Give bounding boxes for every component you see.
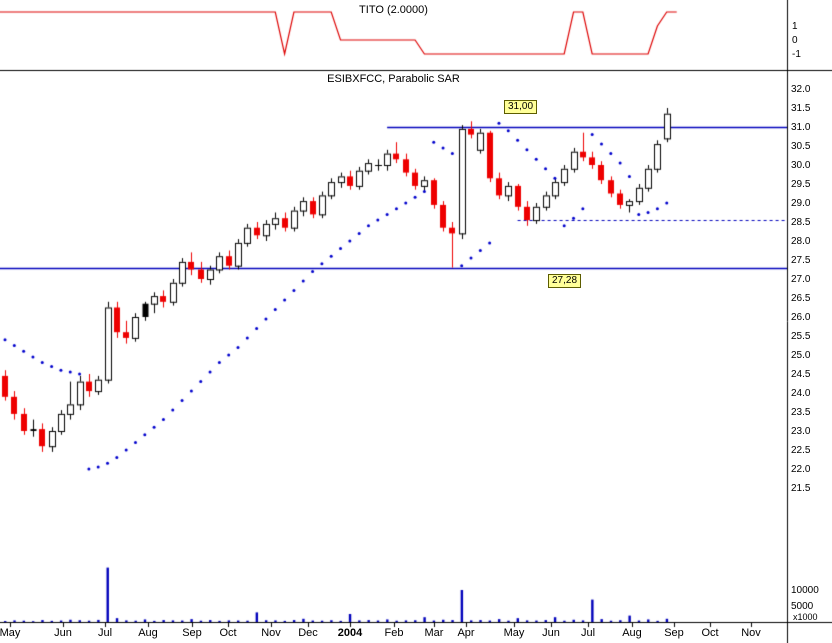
tito-tick-label: 0	[792, 35, 798, 46]
month-label: Jun	[542, 627, 560, 639]
price-tick-label: 29.0	[791, 198, 811, 209]
price-tick-label: 28.0	[791, 236, 811, 247]
month-label: May	[503, 627, 525, 639]
volume-tick-label: 10000	[791, 585, 819, 596]
price-tick-label: 28.5	[791, 217, 811, 228]
price-tick-label: 27.0	[791, 274, 811, 285]
volume-unit-label: x1000	[793, 612, 818, 622]
price-chart-title: ESIBXFCC, Parabolic SAR	[327, 73, 460, 85]
month-label: Mar	[424, 627, 444, 639]
price-tick-label: 22.0	[791, 464, 811, 475]
price-tick-label: 31.5	[791, 103, 811, 114]
month-label: Aug	[622, 627, 642, 639]
price-tick-label: 31.0	[791, 122, 811, 133]
volume-tick-label: 5000	[791, 601, 814, 612]
price-tick-label: 21.5	[791, 483, 811, 494]
month-label: Dec	[298, 627, 318, 639]
price-tick-label: 32.0	[791, 84, 811, 95]
month-label: Sep	[182, 627, 202, 639]
month-label: Apr	[457, 627, 475, 639]
month-label: May	[0, 627, 21, 639]
month-label: Feb	[384, 627, 404, 639]
month-label: Nov	[741, 627, 761, 639]
month-label: Oct	[701, 627, 719, 639]
price-tick-label: 30.5	[791, 141, 811, 152]
month-label: Jul	[97, 627, 113, 639]
price-tick-label: 25.5	[791, 331, 811, 342]
tito-tick-label: -1	[792, 49, 801, 60]
price-tick-label: 24.0	[791, 388, 811, 399]
month-label: Jul	[580, 627, 596, 639]
tito-tick-label: 1	[792, 21, 798, 32]
price-tick-label: 22.5	[791, 445, 811, 456]
price-tick-label: 26.5	[791, 293, 811, 304]
price-tick-label: 27.5	[791, 255, 811, 266]
price-tick-label: 23.5	[791, 407, 811, 418]
price-tick-label: 29.5	[791, 179, 811, 190]
price-level-tag-2728[interactable]: 27,28	[548, 274, 582, 288]
month-label: Nov	[261, 627, 281, 639]
price-tick-label: 30.0	[791, 160, 811, 171]
tito-indicator-title: TITO (2.0000)	[359, 4, 428, 16]
price-tick-label: 23.0	[791, 426, 811, 437]
month-label: Jun	[54, 627, 72, 639]
month-label: 2004	[337, 627, 363, 639]
month-label: Sep	[664, 627, 684, 639]
month-label: Aug	[138, 627, 158, 639]
price-level-tag-31[interactable]: 31,00	[504, 100, 538, 114]
price-tick-label: 26.0	[791, 312, 811, 323]
price-tick-label: 25.0	[791, 350, 811, 361]
price-tick-label: 24.5	[791, 369, 811, 380]
month-label: Oct	[219, 627, 237, 639]
